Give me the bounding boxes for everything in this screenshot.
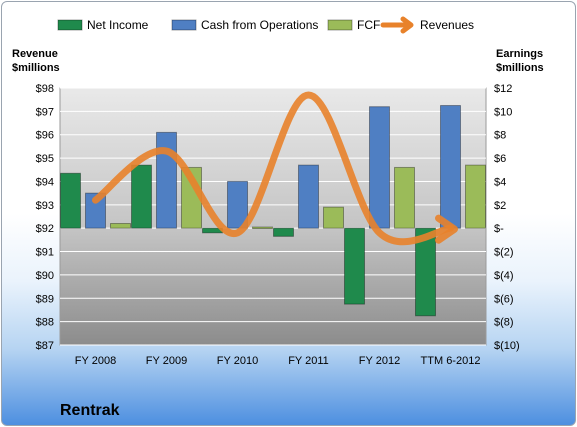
bar-net-income xyxy=(60,172,81,229)
left-tick-label: $98 xyxy=(36,83,54,95)
x-tick-label: FY 2011 xyxy=(288,355,329,367)
left-tick-label: $87 xyxy=(36,340,54,352)
bar-fcf xyxy=(465,164,486,229)
left-tick-label: $97 xyxy=(36,106,54,118)
legend-swatch xyxy=(171,19,197,31)
bar-net-income xyxy=(273,227,294,237)
legend-label: FCF xyxy=(357,18,380,32)
right-tick-label: $(10) xyxy=(494,340,520,352)
right-tick-label: $10 xyxy=(494,106,512,118)
right-tick-label: $(8) xyxy=(494,317,514,329)
left-tick-label: $90 xyxy=(36,270,54,282)
bar-cash-from-operations xyxy=(156,131,177,229)
left-axis-title-line2: $millions xyxy=(12,62,60,74)
bar-net-income xyxy=(415,227,436,317)
x-tick-label: FY 2008 xyxy=(75,355,116,367)
right-tick-label: $8 xyxy=(494,130,506,142)
x-tick-label: FY 2012 xyxy=(359,355,400,367)
right-tick-label: $6 xyxy=(494,153,506,165)
left-tick-label: $92 xyxy=(36,223,54,235)
x-tick-label: FY 2010 xyxy=(217,355,258,367)
legend-swatch xyxy=(57,19,83,31)
legend: Net Income Cash from Operations FCF Revenue… xyxy=(57,16,474,34)
left-tick-label: $94 xyxy=(36,176,54,188)
right-tick-label: $(4) xyxy=(494,270,514,282)
x-tick-label: FY 2009 xyxy=(146,355,187,367)
company-name: Rentrak xyxy=(60,402,120,419)
right-tick-label: $2 xyxy=(494,200,506,212)
right-tick-label: $- xyxy=(494,223,504,235)
left-tick-label: $91 xyxy=(36,247,54,259)
bar-cash-from-operations xyxy=(85,192,106,229)
bar-net-income xyxy=(344,227,365,305)
bar-fcf xyxy=(252,226,273,230)
legend-swatch xyxy=(327,19,353,31)
bar-cash-from-operations xyxy=(227,180,248,229)
revenue-line-arrowhead xyxy=(435,214,458,244)
left-tick-label: $88 xyxy=(36,317,54,329)
right-tick-label: $12 xyxy=(494,83,512,95)
bar-fcf xyxy=(394,166,415,229)
bar-cash-from-operations xyxy=(298,164,319,229)
left-tick-label: $93 xyxy=(36,200,54,212)
right-axis-title-line2: $millions xyxy=(496,62,544,74)
left-tick-label: $89 xyxy=(36,293,54,305)
bar-cash-from-operations xyxy=(440,105,461,229)
right-axis-title-line1: Earnings xyxy=(496,48,543,60)
revenue-line xyxy=(92,91,454,246)
legend-label: Revenues xyxy=(420,18,474,32)
bar-fcf xyxy=(110,223,131,229)
right-tick-label: $(2) xyxy=(494,247,514,259)
legend-label: Cash from Operations xyxy=(201,18,318,32)
left-axis-title-line1: Revenue xyxy=(12,48,58,60)
left-tick-label: $96 xyxy=(36,130,54,142)
bar-fcf xyxy=(323,206,344,229)
right-tick-label: $4 xyxy=(494,176,506,188)
right-tick-label: $(6) xyxy=(494,293,514,305)
legend-arrow-icon xyxy=(380,16,414,34)
left-tick-label: $95 xyxy=(36,153,54,165)
plot-area xyxy=(59,87,487,346)
x-tick-label: TTM 6-2012 xyxy=(421,355,481,367)
bar-net-income xyxy=(131,164,152,229)
bar-cash-from-operations xyxy=(369,106,390,229)
legend-label: Net Income xyxy=(87,18,149,32)
